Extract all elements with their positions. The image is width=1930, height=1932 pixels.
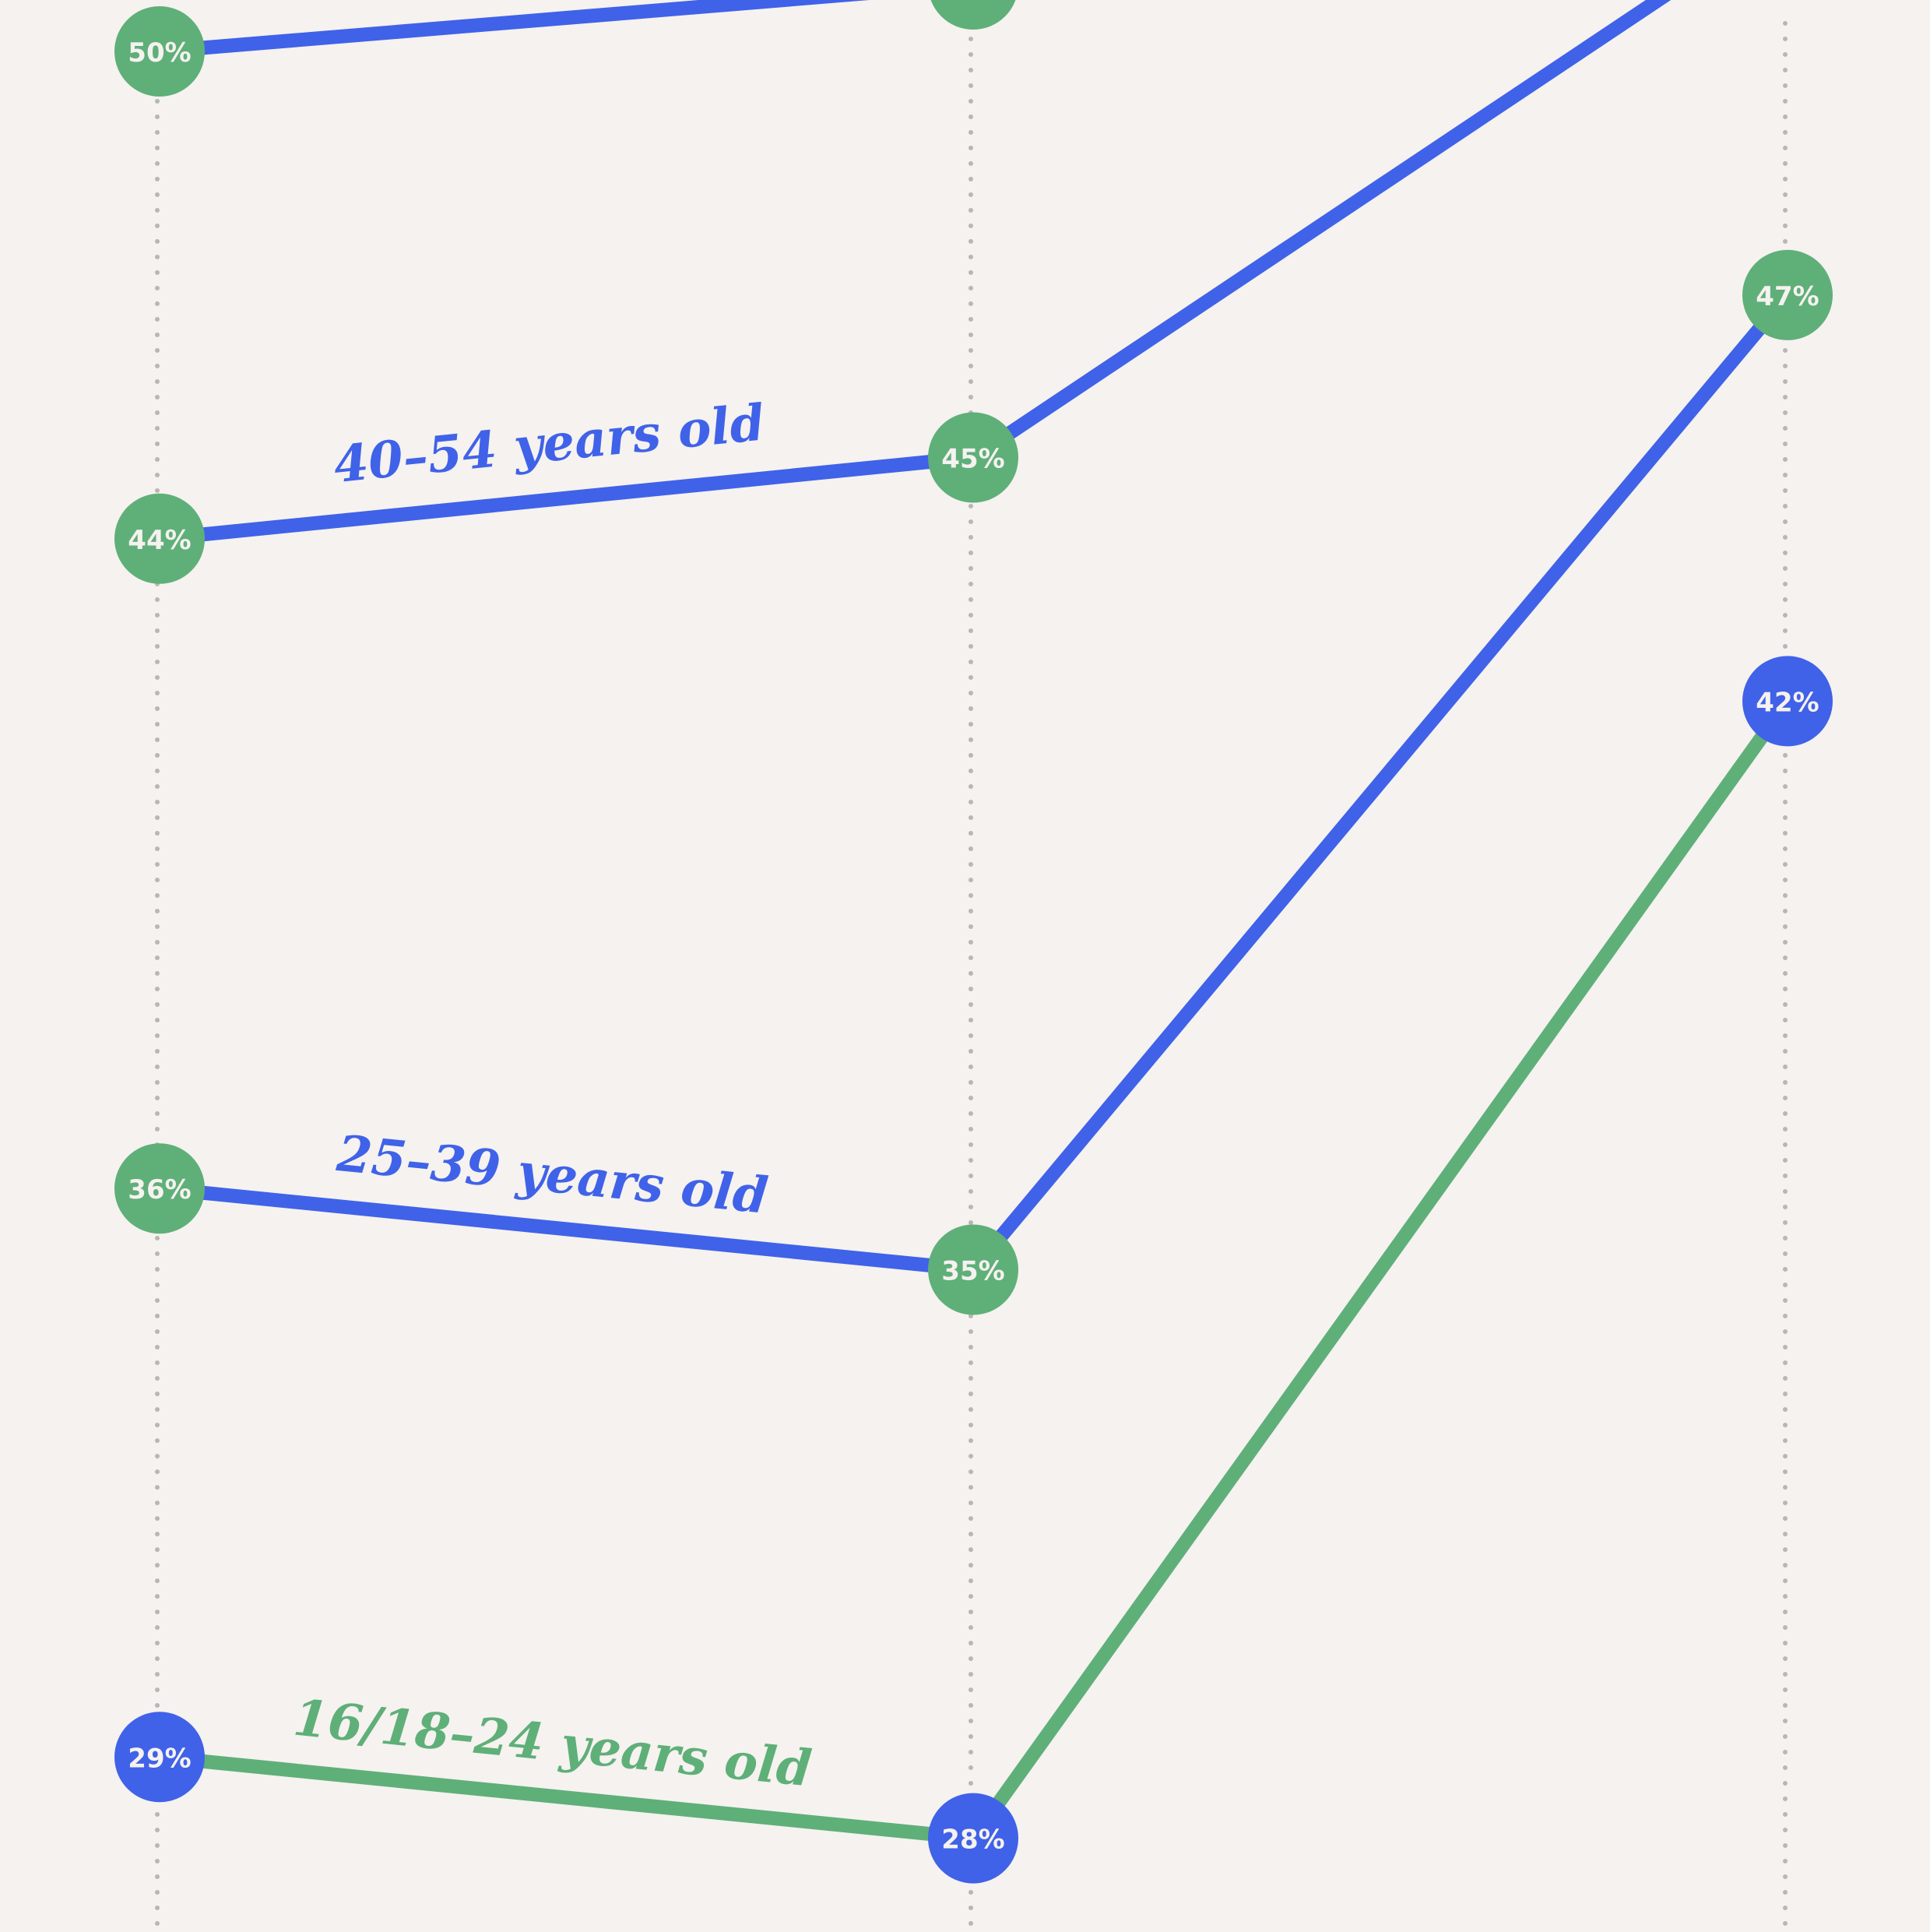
data-points: 29% 28% 42% 36% 35% 47% 44% 45% 50% <box>114 0 1833 1884</box>
data-label-s1-x2: 28% <box>941 1825 1004 1856</box>
data-point-s1-x3 <box>1742 656 1833 747</box>
data-label-s2-x3: 47% <box>1756 281 1819 312</box>
data-label-s3-x2: 45% <box>941 444 1004 475</box>
data-point-s1-x2 <box>928 1793 1018 1884</box>
data-point-s2-x3 <box>1742 249 1833 340</box>
data-label-s2-x1: 36% <box>128 1174 191 1205</box>
data-point-offscreen <box>930 0 1016 30</box>
data-label-s2-x2: 35% <box>941 1256 1004 1287</box>
data-point-s3-x2 <box>928 412 1018 503</box>
data-point-s2-x1 <box>114 1143 205 1234</box>
data-label-s4-x1: 50% <box>128 37 191 69</box>
data-point-s2-x2 <box>928 1224 1018 1315</box>
series-line-3 <box>153 450 980 546</box>
series-line-continuation-2 <box>966 0 1672 465</box>
grid-lines <box>155 21 1788 1932</box>
data-point-s1-x1 <box>114 1712 205 1803</box>
series-lines <box>153 0 1795 1846</box>
data-label-s1-x3: 42% <box>1756 687 1819 718</box>
data-point-s3-x1 <box>114 493 205 584</box>
series-line-continuation-1 <box>153 0 870 58</box>
data-label-s3-x1: 44% <box>128 525 191 556</box>
data-point-s4-x1 <box>114 6 205 97</box>
data-label-s1-x1: 29% <box>128 1743 191 1774</box>
